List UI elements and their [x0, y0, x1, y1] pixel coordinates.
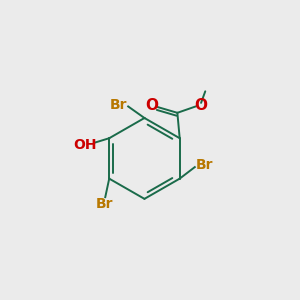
- Text: Br: Br: [110, 98, 128, 112]
- Text: Br: Br: [96, 197, 113, 211]
- Text: OH: OH: [73, 138, 97, 152]
- Text: O: O: [145, 98, 158, 113]
- Text: O: O: [195, 98, 208, 113]
- Text: Br: Br: [195, 158, 213, 172]
